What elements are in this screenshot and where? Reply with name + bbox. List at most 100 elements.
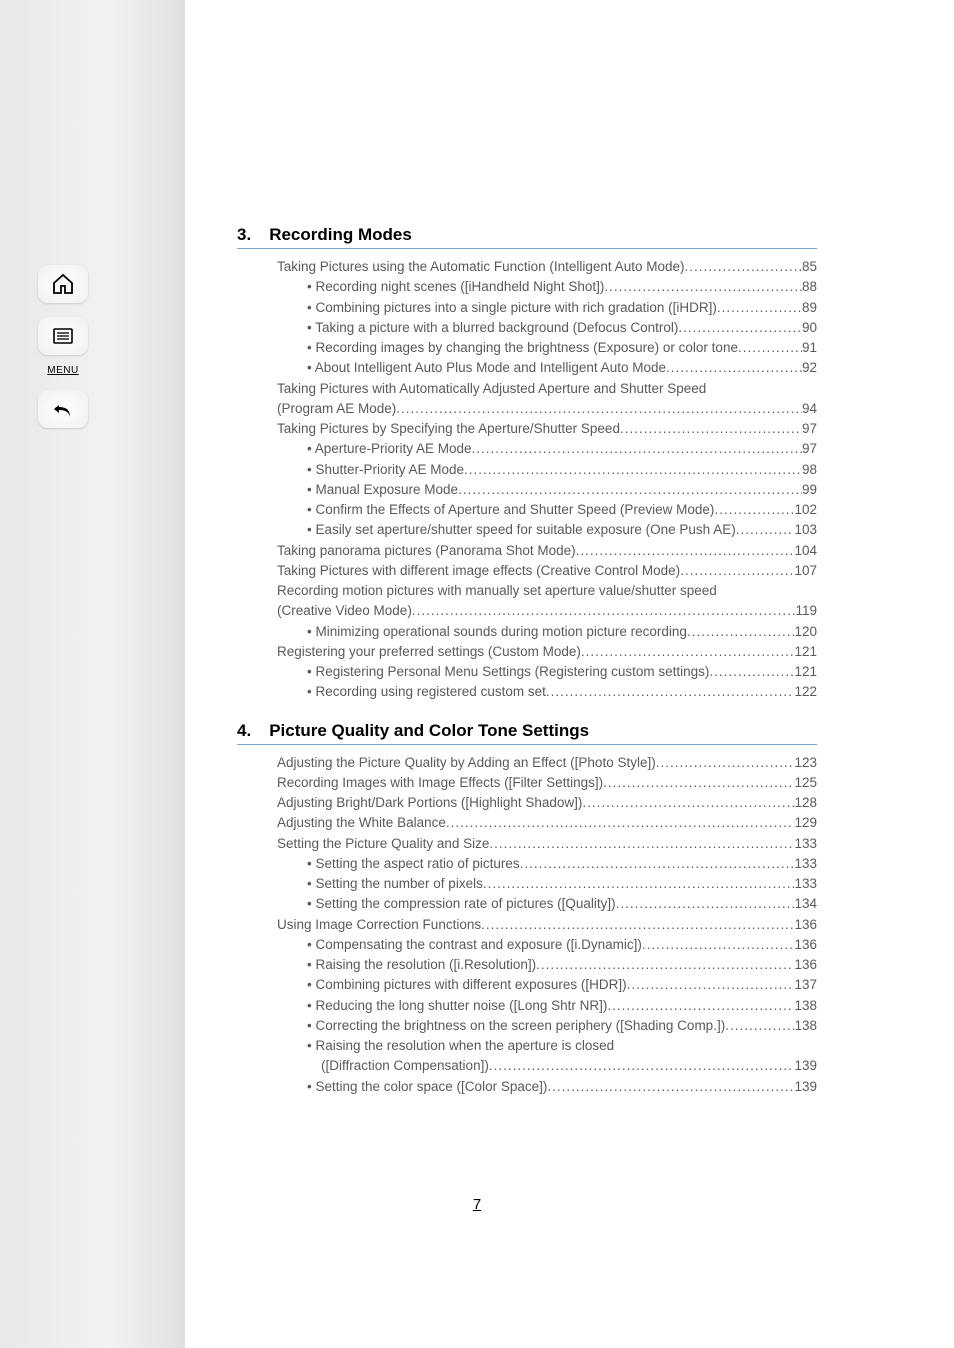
toc-page: 103 <box>794 520 817 540</box>
toc-entry[interactable]: • Setting the number of pixels133 <box>307 874 817 894</box>
toc-page: 136 <box>794 915 817 935</box>
back-button[interactable] <box>38 390 88 428</box>
toc-text: • Setting the compression rate of pictur… <box>307 894 616 914</box>
toc-text: Adjusting the Picture Quality by Adding … <box>277 753 656 773</box>
toc-page: 88 <box>802 277 817 297</box>
toc-entry[interactable]: • Aperture-Priority AE Mode 97 <box>307 439 817 459</box>
toc-entry[interactable]: • Reducing the long shutter noise ([Long… <box>307 996 817 1016</box>
toc-entry[interactable]: • Recording images by changing the brigh… <box>307 338 817 358</box>
toc-entry[interactable]: • Compensating the contrast and exposure… <box>307 935 817 955</box>
toc-text: • Recording night scenes ([iHandheld Nig… <box>307 277 604 297</box>
toc-page: 138 <box>794 1016 817 1036</box>
toc-text: Adjusting Bright/Dark Portions ([Highlig… <box>277 793 582 813</box>
toc-page: 122 <box>794 682 817 702</box>
toc-dots <box>396 399 802 419</box>
toc-entry[interactable]: Taking panorama pictures (Panorama Shot … <box>277 541 817 561</box>
toc-entry[interactable]: Adjusting the Picture Quality by Adding … <box>277 753 817 773</box>
section-title[interactable]: Picture Quality and Color Tone Settings <box>269 721 589 741</box>
toc-entry[interactable]: • Combining pictures with different expo… <box>307 975 817 995</box>
toc-text: • Raising the resolution ([i.Resolution]… <box>307 955 536 975</box>
toc-entry[interactable]: Taking Pictures with different image eff… <box>277 561 817 581</box>
toc-entry[interactable]: • Recording using registered custom set … <box>307 682 817 702</box>
page-number: 7 <box>0 1196 954 1213</box>
back-icon <box>51 397 75 421</box>
toc-page: 125 <box>794 773 817 793</box>
toc-text: • Minimizing operational sounds during m… <box>307 622 687 642</box>
home-button[interactable] <box>38 265 88 303</box>
toc-dots <box>547 1077 794 1097</box>
toc-entry[interactable]: ([Diffraction Compensation]) 139 <box>321 1056 817 1076</box>
toc-text: • Correcting the brightness on the scree… <box>307 1016 725 1036</box>
toc-text: Taking Pictures with different image eff… <box>277 561 680 581</box>
toc-page: 121 <box>794 642 817 662</box>
toc-page: 92 <box>802 358 817 378</box>
toc-entry[interactable]: • Setting the compression rate of pictur… <box>307 894 817 914</box>
toc-entry[interactable]: • Setting the aspect ratio of pictures 1… <box>307 854 817 874</box>
toc-entry[interactable]: • Shutter-Priority AE Mode98 <box>307 460 817 480</box>
toc-page: 121 <box>794 662 817 682</box>
toc-page: 102 <box>794 500 817 520</box>
toc-dots <box>472 439 802 459</box>
toc-page: 129 <box>794 813 817 833</box>
toc-page: 133 <box>794 834 817 854</box>
toc-text: Using Image Correction Functions <box>277 915 481 935</box>
toc-dots <box>446 813 795 833</box>
toc-entry[interactable]: • About Intelligent Auto Plus Mode and I… <box>307 358 817 378</box>
toc-page: 99 <box>802 480 817 500</box>
toc-entry[interactable]: Recording motion pictures with manually … <box>277 581 817 601</box>
toc-entry[interactable]: • Taking a picture with a blurred backgr… <box>307 318 817 338</box>
toc-text: • Setting the color space ([Color Space]… <box>307 1077 547 1097</box>
toc-entry[interactable]: Taking Pictures by Specifying the Apertu… <box>277 419 817 439</box>
toc-dots <box>620 419 802 439</box>
toc-entry[interactable]: • Easily set aperture/shutter speed for … <box>307 520 817 540</box>
toc-text: Setting the Picture Quality and Size <box>277 834 489 854</box>
toc-text: • Registering Personal Menu Settings (Re… <box>307 662 709 682</box>
toc-entry[interactable]: Adjusting the White Balance 129 <box>277 813 817 833</box>
toc-entry[interactable]: • Manual Exposure Mode 99 <box>307 480 817 500</box>
toc-dots <box>581 642 795 662</box>
toc-dots <box>604 277 802 297</box>
toc-entry[interactable]: Taking Pictures using the Automatic Func… <box>277 257 817 277</box>
toc-page: 120 <box>794 622 817 642</box>
toc-text: • Combining pictures into a single pictu… <box>307 298 717 318</box>
toc-entry[interactable]: • Raising the resolution when the apertu… <box>307 1036 817 1056</box>
toc-entry[interactable]: Recording Images with Image Effects ([Fi… <box>277 773 817 793</box>
toc-entry[interactable]: Using Image Correction Functions 136 <box>277 915 817 935</box>
toc-entry[interactable]: • Confirm the Effects of Aperture and Sh… <box>307 500 817 520</box>
toc-page: 134 <box>794 894 817 914</box>
toc-dots <box>603 773 794 793</box>
toc-page: 137 <box>794 975 817 995</box>
toc-entry[interactable]: Adjusting Bright/Dark Portions ([Highlig… <box>277 793 817 813</box>
section-title[interactable]: Recording Modes <box>269 225 412 245</box>
toc-dots <box>546 682 795 702</box>
toc-text: • Compensating the contrast and exposure… <box>307 935 642 955</box>
toc-entry[interactable]: • Combining pictures into a single pictu… <box>307 298 817 318</box>
toc-entry[interactable]: • Setting the color space ([Color Space]… <box>307 1077 817 1097</box>
toc-text: Taking Pictures by Specifying the Apertu… <box>277 419 620 439</box>
toc-entry[interactable]: Setting the Picture Quality and Size 133 <box>277 834 817 854</box>
toc-entry[interactable]: (Program AE Mode)94 <box>277 399 817 419</box>
toc-dots <box>489 834 794 854</box>
toc-page: 139 <box>794 1056 817 1076</box>
toc-text: Adjusting the White Balance <box>277 813 446 833</box>
toc-dots <box>483 874 795 894</box>
toc-entry[interactable]: (Creative Video Mode) 119 <box>277 601 817 621</box>
toc-page: 89 <box>802 298 817 318</box>
toc-entry[interactable]: • Minimizing operational sounds during m… <box>307 622 817 642</box>
toc-entry[interactable]: • Correcting the brightness on the scree… <box>307 1016 817 1036</box>
toc-entry[interactable]: • Raising the resolution ([i.Resolution]… <box>307 955 817 975</box>
list-button[interactable] <box>38 317 88 355</box>
content: 3.Recording ModesTaking Pictures using t… <box>237 225 817 1115</box>
toc-entry[interactable]: • Registering Personal Menu Settings (Re… <box>307 662 817 682</box>
toc-entry[interactable]: Registering your preferred settings (Cus… <box>277 642 817 662</box>
toc-dots <box>520 854 795 874</box>
toc-dots <box>725 1016 794 1036</box>
toc-entry[interactable]: • Recording night scenes ([iHandheld Nig… <box>307 277 817 297</box>
toc-page: 138 <box>794 996 817 1016</box>
toc-entry[interactable]: Taking Pictures with Automatically Adjus… <box>277 379 817 399</box>
toc-dots <box>656 753 795 773</box>
toc-dots <box>736 520 795 540</box>
toc-dots <box>412 601 796 621</box>
toc-text: ([Diffraction Compensation]) <box>321 1056 489 1076</box>
toc-dots <box>464 460 802 480</box>
